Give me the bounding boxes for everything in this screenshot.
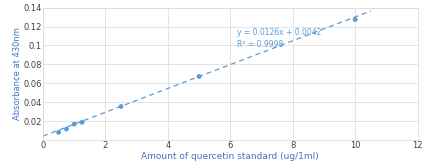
Point: [78, 121, 85, 124]
Point: [117, 105, 124, 108]
Point: [63, 128, 69, 130]
X-axis label: Amount of quercetin standard (ug/1ml): Amount of quercetin standard (ug/1ml): [141, 152, 318, 161]
Point: [55, 131, 62, 134]
Point: [195, 75, 202, 78]
Point: [351, 18, 358, 21]
Text: y = 0.0126x + 0.0042
R² = 0.9998: y = 0.0126x + 0.0042 R² = 0.9998: [236, 28, 320, 49]
Y-axis label: Absorbance at 430nm: Absorbance at 430nm: [13, 27, 22, 120]
Point: [71, 123, 78, 126]
